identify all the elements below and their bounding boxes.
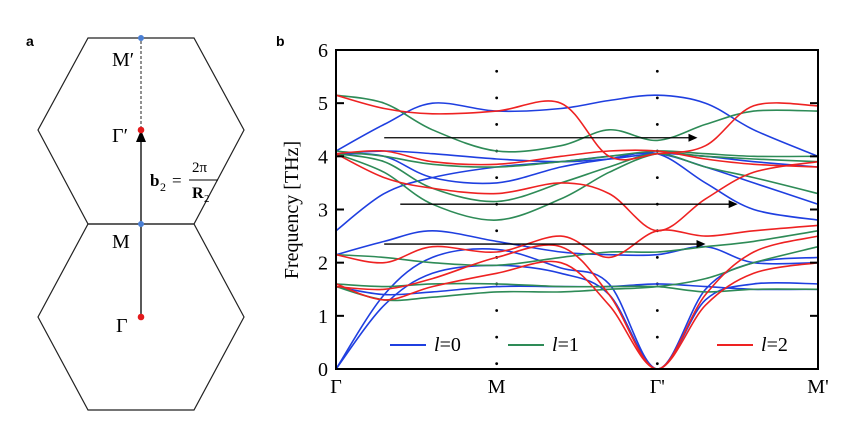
- y-tick-label: 5: [318, 93, 328, 115]
- y-tick-label: 4: [318, 146, 328, 168]
- y-tick-label: 1: [318, 306, 328, 328]
- guide-dot: [495, 69, 499, 73]
- y-axis: 0 1 2 3 4 5 6: [318, 40, 818, 381]
- guide-dot: [655, 176, 659, 180]
- band-line-l2-3: [335, 152, 819, 232]
- band-line-l0-7: [335, 94, 819, 158]
- gamma-prime-label: Γ′: [112, 125, 128, 147]
- nesting-arrowhead: [696, 240, 706, 249]
- b2-equation: b 2 = 2π R 2: [150, 160, 218, 205]
- fraction-numerator: 2π: [192, 160, 208, 176]
- band-line-l2-2: [335, 224, 819, 264]
- plot-guides: [495, 69, 659, 366]
- panel-a-label: a: [26, 33, 34, 49]
- b2-arrowhead: [136, 130, 146, 142]
- guide-dot: [495, 176, 499, 180]
- nesting-arrowhead: [728, 200, 738, 209]
- band-line-l2-0: [335, 235, 819, 370]
- band-line-l2-1: [335, 260, 819, 370]
- y-tick-label: 3: [318, 200, 328, 222]
- band-line-l0-3: [335, 229, 819, 265]
- panel-a: a M′ Γ′ M Γ b 2 = 2π R 2: [26, 33, 245, 411]
- plot-frame: [335, 49, 819, 370]
- band-line-l1-5: [335, 150, 819, 168]
- gamma-prime-point: [137, 126, 145, 134]
- legend-entry: l=2: [761, 334, 788, 356]
- guide-dot: [495, 96, 499, 100]
- band-line-l0-5: [335, 151, 819, 221]
- x-tick-label: Γ': [650, 376, 665, 398]
- lower-brillouin-zone: [37, 223, 245, 411]
- guide-dot: [495, 335, 499, 339]
- guide-dot: [655, 362, 659, 366]
- band-line-l1-0: [335, 245, 819, 302]
- gamma-point: [137, 313, 145, 321]
- y-axis-title: Frequency [THz]: [281, 141, 303, 279]
- guide-dot: [655, 69, 659, 73]
- guide-dot: [495, 362, 499, 366]
- x-tick-label: Γ: [330, 376, 342, 398]
- guide-dot: [655, 335, 659, 339]
- band-line-l2-4: [335, 149, 819, 168]
- band-line-l0-6: [335, 150, 819, 168]
- band-line-l1-4: [335, 152, 819, 203]
- m-prime-point: [138, 35, 144, 41]
- legend: l=0 l=1 l=2: [390, 334, 788, 356]
- band-line-l1-6: [335, 94, 819, 153]
- guide-dot: [495, 123, 499, 126]
- nesting-arrowhead: [688, 133, 698, 142]
- y-tick-label: 6: [318, 40, 328, 62]
- equals-sign: =: [172, 171, 182, 190]
- b2-symbol: b: [150, 171, 159, 190]
- m-point: [138, 221, 144, 227]
- band-line-l2-5: [335, 94, 819, 161]
- guide-dot: [655, 309, 659, 312]
- legend-entry: l=1: [552, 334, 579, 356]
- m-prime-label: M′: [112, 49, 134, 71]
- b2-subscript: 2: [160, 180, 166, 194]
- x-tick-label: M': [807, 376, 828, 398]
- guide-dot: [655, 123, 659, 126]
- panel-b-label: b: [276, 33, 285, 49]
- gamma-label: Γ: [116, 315, 128, 337]
- guide-dot: [655, 96, 659, 100]
- y-tick-label: 2: [318, 253, 328, 275]
- guide-dot: [495, 229, 499, 233]
- fraction-denominator-subscript: 2: [204, 193, 210, 205]
- x-tick-label: M: [488, 376, 506, 398]
- band-line-l1-2: [335, 230, 819, 267]
- legend-entry: l=0: [434, 334, 461, 356]
- guide-dot: [655, 255, 659, 259]
- x-axis: Γ M Γ' M': [330, 376, 828, 398]
- y-tick-label: 0: [318, 359, 328, 381]
- plot-arrows: [384, 133, 738, 249]
- plot-bands: [335, 94, 819, 370]
- guide-dot: [495, 309, 499, 312]
- m-label: M: [112, 231, 130, 253]
- fraction-denominator: R: [192, 185, 204, 202]
- band-line-l0-4: [335, 152, 819, 232]
- band-line-l1-3: [335, 152, 819, 221]
